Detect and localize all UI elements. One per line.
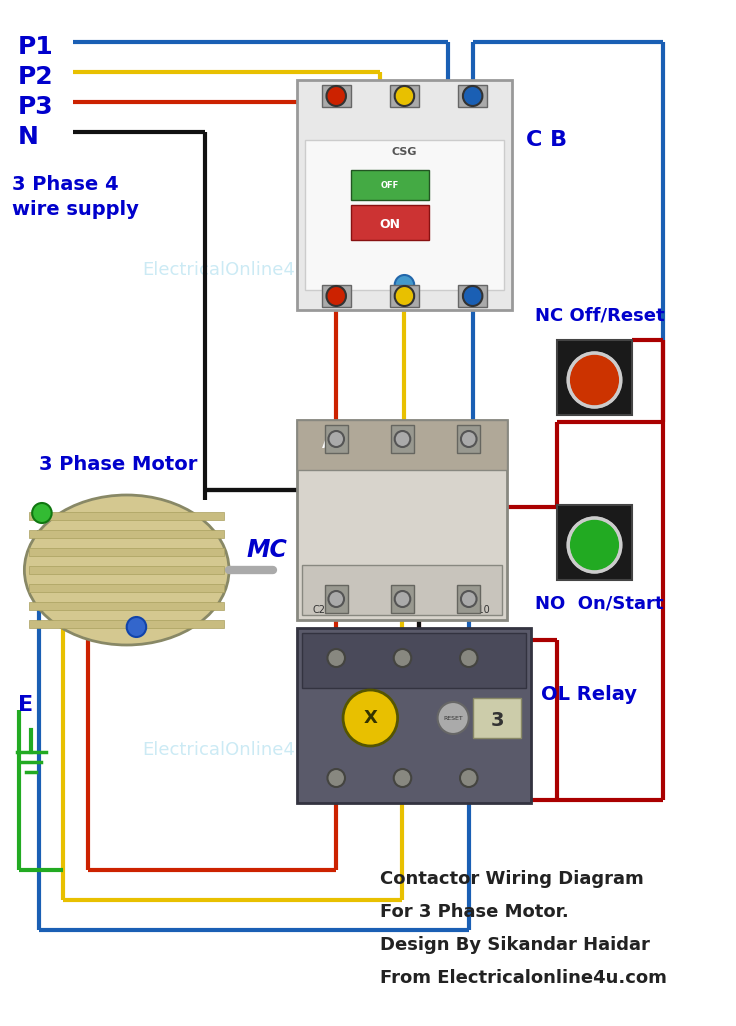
Circle shape: [463, 286, 482, 306]
FancyBboxPatch shape: [29, 584, 224, 592]
Text: From Electricalonline4u.com: From Electricalonline4u.com: [380, 969, 667, 987]
Text: CSG: CSG: [392, 147, 417, 157]
FancyBboxPatch shape: [391, 425, 414, 453]
FancyBboxPatch shape: [390, 285, 419, 307]
FancyBboxPatch shape: [302, 633, 526, 688]
FancyBboxPatch shape: [557, 340, 631, 415]
FancyBboxPatch shape: [458, 85, 487, 107]
Text: For 3 Phase Motor.: For 3 Phase Motor.: [380, 903, 569, 921]
Text: NO  On/Start: NO On/Start: [535, 594, 664, 611]
FancyBboxPatch shape: [457, 425, 481, 453]
Text: P1: P1: [18, 35, 53, 60]
Text: P3: P3: [18, 95, 53, 119]
FancyBboxPatch shape: [297, 80, 512, 310]
FancyBboxPatch shape: [297, 628, 531, 803]
FancyBboxPatch shape: [325, 585, 348, 613]
Text: C B: C B: [526, 130, 567, 150]
FancyBboxPatch shape: [390, 85, 419, 107]
Circle shape: [463, 86, 482, 106]
Circle shape: [328, 431, 344, 447]
Circle shape: [461, 591, 476, 607]
FancyBboxPatch shape: [351, 205, 429, 240]
FancyBboxPatch shape: [457, 585, 481, 613]
Text: NC Off/Reset: NC Off/Reset: [534, 306, 664, 324]
FancyBboxPatch shape: [351, 170, 429, 200]
Text: wire supply: wire supply: [12, 200, 138, 219]
Text: MC: MC: [247, 538, 288, 562]
FancyBboxPatch shape: [458, 285, 487, 307]
Circle shape: [394, 86, 414, 106]
FancyBboxPatch shape: [305, 140, 504, 290]
Text: ElectricalOnline4u: ElectricalOnline4u: [142, 741, 306, 759]
Circle shape: [328, 770, 345, 787]
FancyBboxPatch shape: [302, 565, 502, 615]
FancyBboxPatch shape: [322, 85, 351, 107]
Circle shape: [394, 591, 410, 607]
Text: C23: C23: [312, 605, 331, 615]
Text: OFF: OFF: [381, 181, 399, 190]
FancyBboxPatch shape: [473, 698, 521, 738]
Circle shape: [343, 690, 397, 746]
Circle shape: [438, 702, 469, 734]
Text: P2: P2: [18, 65, 53, 89]
Circle shape: [328, 649, 345, 667]
Circle shape: [394, 431, 410, 447]
Circle shape: [127, 617, 146, 637]
Text: AB: AB: [322, 438, 341, 451]
Text: X: X: [364, 709, 378, 727]
FancyBboxPatch shape: [297, 420, 507, 620]
FancyBboxPatch shape: [557, 505, 631, 580]
Text: .com: .com: [469, 492, 506, 508]
Text: Contactor Wiring Diagram: Contactor Wiring Diagram: [380, 870, 644, 887]
FancyBboxPatch shape: [325, 425, 348, 453]
Circle shape: [327, 286, 346, 306]
Text: RESET: RESET: [443, 715, 463, 720]
FancyBboxPatch shape: [29, 512, 224, 520]
Circle shape: [327, 86, 346, 106]
Ellipse shape: [24, 495, 229, 645]
FancyBboxPatch shape: [29, 602, 224, 610]
FancyBboxPatch shape: [391, 585, 414, 613]
Text: N: N: [18, 125, 38, 149]
Circle shape: [394, 770, 411, 787]
Circle shape: [568, 353, 620, 407]
Text: 3: 3: [490, 710, 503, 729]
FancyBboxPatch shape: [29, 530, 224, 538]
FancyBboxPatch shape: [29, 566, 224, 574]
FancyBboxPatch shape: [297, 420, 507, 470]
Text: ElectricalOnline4u: ElectricalOnline4u: [142, 261, 306, 279]
FancyBboxPatch shape: [29, 620, 224, 628]
Circle shape: [394, 286, 414, 306]
Circle shape: [460, 770, 478, 787]
Text: Design By Sikandar Haidar: Design By Sikandar Haidar: [380, 936, 650, 954]
Text: OL Relay: OL Relay: [541, 685, 637, 705]
Text: -10: -10: [475, 605, 490, 615]
Text: 3 Phase Motor: 3 Phase Motor: [39, 455, 197, 474]
Circle shape: [460, 649, 478, 667]
Circle shape: [568, 518, 620, 573]
Text: ON: ON: [379, 219, 400, 232]
Text: 3 Phase 4: 3 Phase 4: [12, 175, 118, 194]
Circle shape: [32, 503, 52, 523]
Circle shape: [394, 649, 411, 667]
Circle shape: [461, 431, 476, 447]
FancyBboxPatch shape: [29, 548, 224, 556]
Circle shape: [328, 591, 344, 607]
Text: E: E: [18, 695, 32, 715]
Circle shape: [394, 275, 414, 295]
FancyBboxPatch shape: [322, 285, 351, 307]
